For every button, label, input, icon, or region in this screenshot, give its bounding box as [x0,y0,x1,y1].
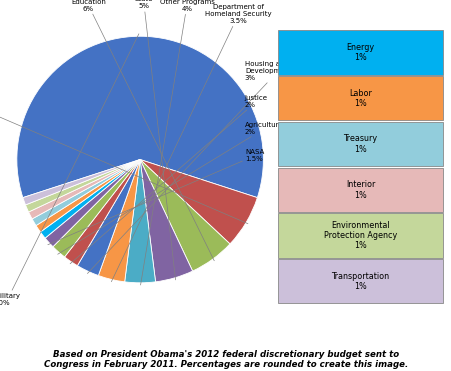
Text: Education
6%: Education 6% [71,0,214,261]
Text: Health and Human
Services
7%: Health and Human Services 7% [0,85,247,224]
Wedge shape [40,160,140,238]
Text: Energy
1%: Energy 1% [345,43,374,62]
Wedge shape [28,160,140,219]
Wedge shape [25,160,140,212]
Wedge shape [23,160,140,205]
Text: Based on President Obama's 2012 federal discretionary budget sent to
Congress in: Based on President Obama's 2012 federal … [44,350,407,369]
Text: Labor
1%: Labor 1% [348,89,371,108]
Text: Interior
1%: Interior 1% [345,180,374,200]
Wedge shape [64,160,140,266]
Text: Environmental
Protection Agency
1%: Environmental Protection Agency 1% [323,221,396,250]
Wedge shape [140,160,230,271]
Text: State
5%: State 5% [134,0,175,280]
Text: Transportation
1%: Transportation 1% [331,272,389,291]
Text: Treasury
1%: Treasury 1% [343,134,377,154]
Wedge shape [140,160,257,244]
Text: NASA
1.5%: NASA 1.5% [48,150,263,245]
Wedge shape [17,36,263,198]
Text: Department of
Homeland Security
3.5%: Department of Homeland Security 3.5% [111,4,272,282]
Wedge shape [36,160,140,232]
Text: Other Programs
4%: Other Programs 4% [140,0,214,285]
Wedge shape [124,160,155,283]
Wedge shape [53,160,140,257]
Wedge shape [98,160,140,282]
Wedge shape [140,160,192,282]
Wedge shape [32,160,140,226]
Text: Justice
2%: Justice 2% [70,95,267,264]
Text: Military
60%: Military 60% [0,34,138,306]
Text: Agriculture
2%: Agriculture 2% [58,122,283,254]
Text: Housing and Urban
Development
3%: Housing and Urban Development 3% [87,61,312,273]
Wedge shape [77,160,140,276]
Wedge shape [45,160,140,247]
